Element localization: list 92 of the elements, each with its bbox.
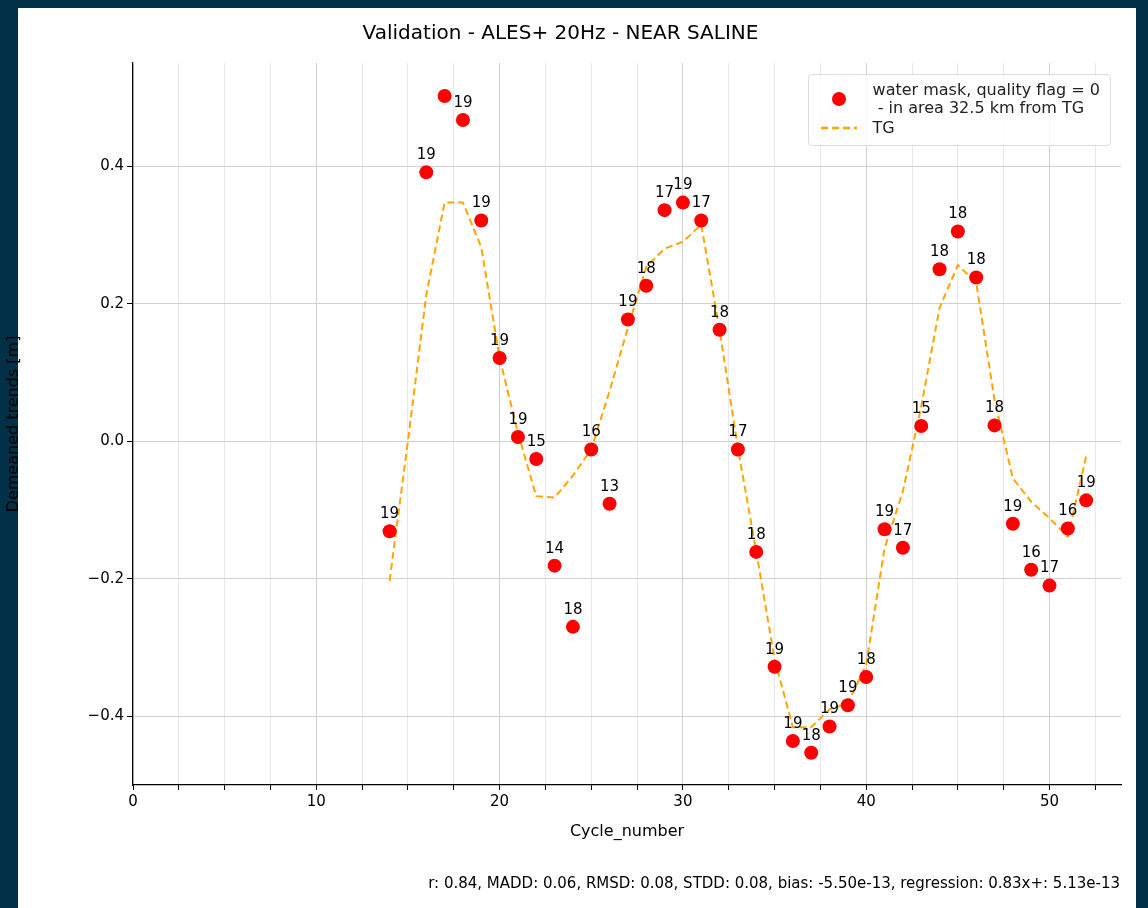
annotation: 14 [545,538,565,557]
point [804,745,819,760]
annotation: 18 [966,250,986,269]
point [474,213,489,228]
annotation: 16 [1021,542,1041,561]
point [767,659,782,674]
annotation: 18 [984,398,1005,417]
annotation: 19 [1076,473,1096,492]
annotation: 16 [1058,501,1078,520]
point [382,524,397,539]
point [529,452,544,467]
point [455,113,470,128]
point [1042,578,1057,593]
point [437,89,452,104]
y-tick-label: −0.2 [87,568,124,587]
annotation: 13 [600,476,620,495]
point [1024,562,1039,577]
x-tick-label: 20 [490,791,510,810]
annotation: 15 [911,398,931,417]
annotation: 18 [746,524,766,543]
point [950,224,965,239]
annotation: 18 [856,649,876,668]
legend-label: water mask, quality flag = 0 - in area 32.5 km from TG [872,80,1100,117]
point [492,350,507,365]
annotation: 17 [691,193,711,212]
point [712,322,727,337]
x-axis-title: Cycle_number [569,820,685,841]
annotation: 18 [636,258,656,277]
annotation: 19 [618,292,638,311]
point [914,419,929,434]
point [932,262,947,277]
annotation: 18 [710,302,730,321]
point [419,165,434,180]
point [785,733,800,748]
annotation: 19 [508,409,528,428]
point [859,670,874,685]
point [840,698,855,713]
point [584,442,599,457]
point [969,270,984,285]
point [510,430,525,445]
y-tick-label: 0.4 [100,156,124,175]
y-tick-label: 0.2 [100,293,124,312]
annotation: 19 [1003,496,1023,515]
annotation: 18 [948,204,968,223]
point [877,522,892,537]
annotation: 19 [453,92,473,111]
point [895,540,910,555]
annotation: 17 [893,520,913,539]
point [1005,516,1020,531]
point [987,418,1002,433]
annotation: 19 [416,145,436,164]
legend-label: TG [872,118,895,137]
point [657,203,672,218]
point [1060,521,1075,536]
y-axis-title: Demeaned trends [m] [2,335,22,513]
annotation: 15 [526,431,546,450]
annotation: 17 [728,422,748,441]
point [620,312,635,327]
point [565,619,580,634]
point [822,719,837,734]
annotation: 19 [471,193,491,212]
point [694,213,709,228]
annotation: 17 [1039,558,1060,577]
y-tick-label: 0.0 [100,431,124,450]
annotation: 19 [783,713,803,732]
x-tick-label: 10 [306,791,326,810]
annotation: 18 [801,725,821,744]
chart-title: Validation - ALES+ 20Hz - NEAR SALINE [362,20,759,45]
x-tick-label: 30 [673,791,693,810]
annotation: 19 [380,504,400,523]
text: r: 0.84, MADD: 0.06, RMSD: 0.08, STDD: 0.08, bias: -5.50e-13, regression: 0.83x+: 5.13e-13 [428,874,1120,892]
point [730,442,745,457]
point [675,195,690,210]
annotation: 18 [929,242,950,261]
annotation: 19 [838,678,858,697]
point [749,544,764,559]
x-tick-label: 50 [1039,791,1060,810]
y-tick-label: −0.4 [87,706,124,725]
point [547,558,562,573]
annotation: 18 [563,599,583,618]
point [639,278,654,293]
annotation: 19 [490,330,510,349]
annotation: 19 [673,175,693,194]
x-tick-label: 0 [128,791,138,810]
annotation: 17 [655,183,675,202]
point [602,496,617,511]
annotation: 19 [820,699,840,718]
point [1079,493,1094,508]
annotation: 16 [581,422,601,441]
x-tick-label: 40 [856,791,876,810]
annotation: 19 [874,502,895,521]
annotation: 19 [765,639,785,658]
